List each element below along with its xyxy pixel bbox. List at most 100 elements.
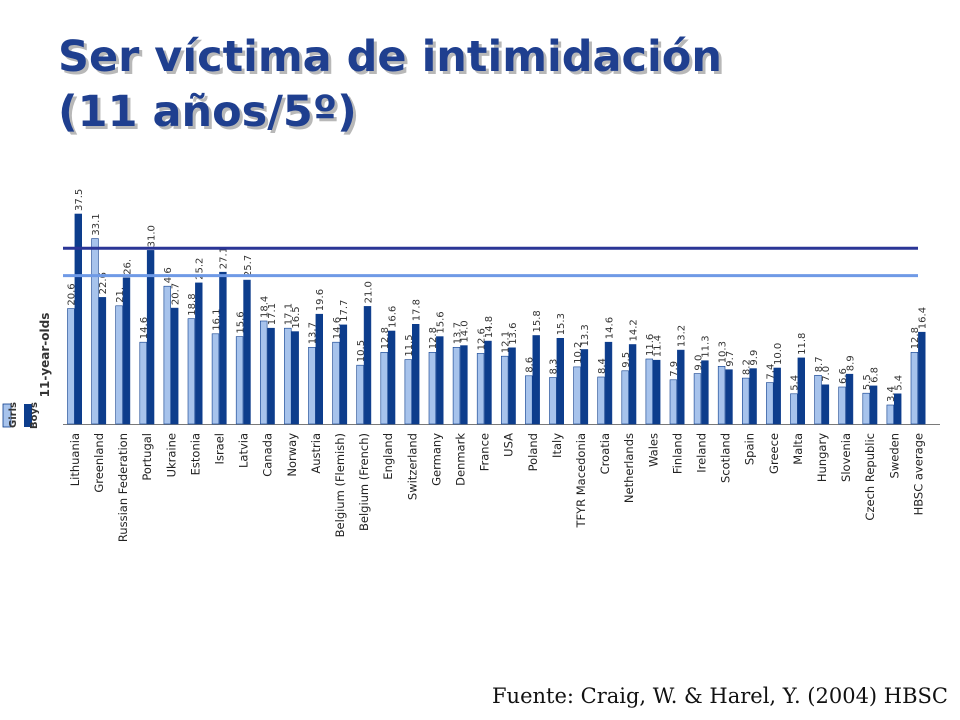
bar-slovenia-girls bbox=[838, 386, 846, 425]
bar-estonia-boys bbox=[195, 282, 203, 425]
bar-croatia-boys bbox=[604, 341, 613, 425]
data-label-ireland-boys: 11.3 bbox=[701, 335, 712, 357]
category-label-switzerland: Switzerland bbox=[405, 433, 419, 500]
data-label-lithuania-girls: 20.6 bbox=[67, 283, 78, 305]
bar-czech-republic-girls bbox=[862, 392, 870, 425]
bar-spain-girls bbox=[741, 377, 750, 425]
category-label-ukraine: Ukraine bbox=[164, 433, 178, 477]
bar-ireland-boys bbox=[701, 360, 709, 425]
bar-hungary-girls bbox=[814, 374, 822, 425]
data-label-slovenia-boys: 8.9 bbox=[845, 355, 856, 371]
data-label-croatia-boys: 14.6 bbox=[604, 317, 615, 339]
bar-greece-girls bbox=[766, 382, 774, 425]
data-label-england-girls: 12.8 bbox=[380, 327, 391, 349]
bar-greenland-boys bbox=[98, 297, 107, 425]
bar-estonia-girls bbox=[187, 318, 196, 425]
title-line-2: (11 años/5º) bbox=[58, 87, 357, 137]
bar-netherlands-boys bbox=[628, 344, 637, 425]
category-label-tfyr-macedonia: TFYR Macedonia bbox=[574, 433, 588, 529]
bar-denmark-girls bbox=[452, 346, 461, 425]
bar-czech-republic-boys bbox=[869, 385, 878, 425]
bar-austria-boys bbox=[315, 313, 323, 425]
bar-israel-girls bbox=[211, 333, 220, 425]
data-label-switzerland-girls: 11.5 bbox=[404, 334, 415, 356]
bar-belgium-french-boys bbox=[363, 306, 372, 425]
bar-ukraine-boys bbox=[171, 307, 179, 425]
legend-label-boys: Boys bbox=[29, 402, 40, 429]
data-label-spain-girls: 8.2 bbox=[742, 359, 753, 375]
bar-sweden-girls bbox=[886, 404, 895, 425]
bar-france-boys bbox=[484, 340, 492, 425]
bar-norway-boys bbox=[291, 331, 299, 425]
bar-tfyr-macedonia-boys bbox=[580, 349, 589, 425]
bar-belgium-flemish-boys bbox=[339, 324, 348, 425]
category-label-denmark: Denmark bbox=[454, 433, 468, 486]
data-label-latvia-boys: 25.7 bbox=[243, 255, 254, 277]
bar-norway-girls bbox=[284, 327, 292, 425]
data-label-greenland-boys: 22.6 bbox=[98, 272, 109, 294]
bar-poland-boys bbox=[532, 335, 540, 425]
data-label-usa-boys: 13.6 bbox=[508, 323, 519, 345]
bar-croatia-girls bbox=[597, 376, 605, 425]
data-label-canada-girls: 18.4 bbox=[260, 296, 271, 318]
bar-france-girls bbox=[476, 353, 485, 425]
bar-latvia-boys bbox=[243, 279, 251, 425]
bar-israel-boys bbox=[219, 271, 227, 425]
category-label-spain: Spain bbox=[743, 433, 757, 465]
category-label-belgium-french: Belgium (French) bbox=[357, 433, 371, 531]
data-label-portugal-boys: 31.0 bbox=[146, 225, 157, 247]
bar-wales-boys bbox=[652, 359, 661, 425]
bar-greenland-girls bbox=[91, 238, 99, 425]
bar-canada-girls bbox=[259, 320, 268, 425]
data-label-germany-girls: 12.8 bbox=[428, 327, 439, 349]
bar-finland-boys bbox=[677, 349, 685, 425]
data-label-russian-federation-boys: 26. bbox=[122, 259, 133, 275]
data-label-ukraine-boys: 20.7 bbox=[171, 283, 182, 305]
source-citation: Fuente: Craig, W. & Harel, Y. (2004) HBS… bbox=[491, 684, 948, 708]
category-label-greenland: Greenland bbox=[92, 433, 106, 493]
bar-germany-girls bbox=[428, 351, 437, 425]
data-label-greece-boys: 10.0 bbox=[773, 343, 784, 365]
data-label-czech-republic-girls: 5.5 bbox=[862, 374, 873, 390]
data-label-greenland-girls: 33.1 bbox=[91, 213, 102, 235]
data-label-spain-boys: 9.9 bbox=[749, 350, 760, 366]
data-label-greece-girls: 7.4 bbox=[766, 364, 777, 380]
category-label-austria: Austria bbox=[309, 433, 323, 474]
category-label-malta: Malta bbox=[791, 433, 805, 465]
bar-england-boys bbox=[387, 330, 396, 425]
bar-portugal-boys bbox=[146, 250, 155, 425]
data-label-poland-boys: 15.8 bbox=[532, 310, 543, 332]
data-label-portugal-girls: 14.6 bbox=[139, 317, 150, 339]
bars-group: 20.6 37.5 Lithuania 33.1 22.6 Greenland 21. 26.… bbox=[67, 189, 929, 542]
data-label-scotland-girls: 10.3 bbox=[717, 341, 728, 363]
category-label-portugal: Portugal bbox=[140, 433, 154, 481]
data-label-hbsc-average-girls: 12.8 bbox=[910, 327, 921, 349]
data-label-slovenia-girls: 6.6 bbox=[838, 368, 849, 384]
data-label-wales-boys: 11.4 bbox=[653, 335, 664, 357]
category-label-estonia: Estonia bbox=[188, 433, 202, 475]
category-label-sweden: Sweden bbox=[887, 433, 901, 478]
bar-usa-girls bbox=[500, 355, 509, 425]
data-label-malta-girls: 5.4 bbox=[790, 375, 801, 391]
bar-ukraine-girls bbox=[163, 285, 171, 425]
bar-portugal-girls bbox=[139, 341, 147, 425]
category-label-lithuania: Lithuania bbox=[68, 433, 82, 486]
category-label-israel: Israel bbox=[213, 433, 227, 464]
data-label-sweden-boys: 5.4 bbox=[894, 375, 905, 391]
bar-belgium-french-girls bbox=[356, 364, 364, 425]
bar-poland-girls bbox=[525, 375, 533, 425]
reference-lines-group bbox=[63, 246, 918, 278]
bar-russian-federation-boys bbox=[122, 277, 131, 425]
data-label-tfyr-macedonia-girls: 10.2 bbox=[573, 342, 584, 364]
data-label-italy-boys: 15.3 bbox=[556, 313, 567, 335]
bar-scotland-boys bbox=[725, 369, 733, 425]
bar-usa-boys bbox=[508, 347, 516, 425]
data-label-israel-girls: 16.1 bbox=[211, 309, 222, 331]
bar-lithuania-girls bbox=[67, 308, 75, 425]
data-label-hbsc-average-boys: 16.4 bbox=[918, 307, 929, 329]
data-label-croatia-girls: 8.4 bbox=[597, 358, 608, 374]
data-label-russian-federation-girls: 21. bbox=[115, 287, 126, 303]
category-label-hbsc-average: HBSC average bbox=[911, 433, 925, 515]
bar-england-girls bbox=[380, 351, 388, 425]
